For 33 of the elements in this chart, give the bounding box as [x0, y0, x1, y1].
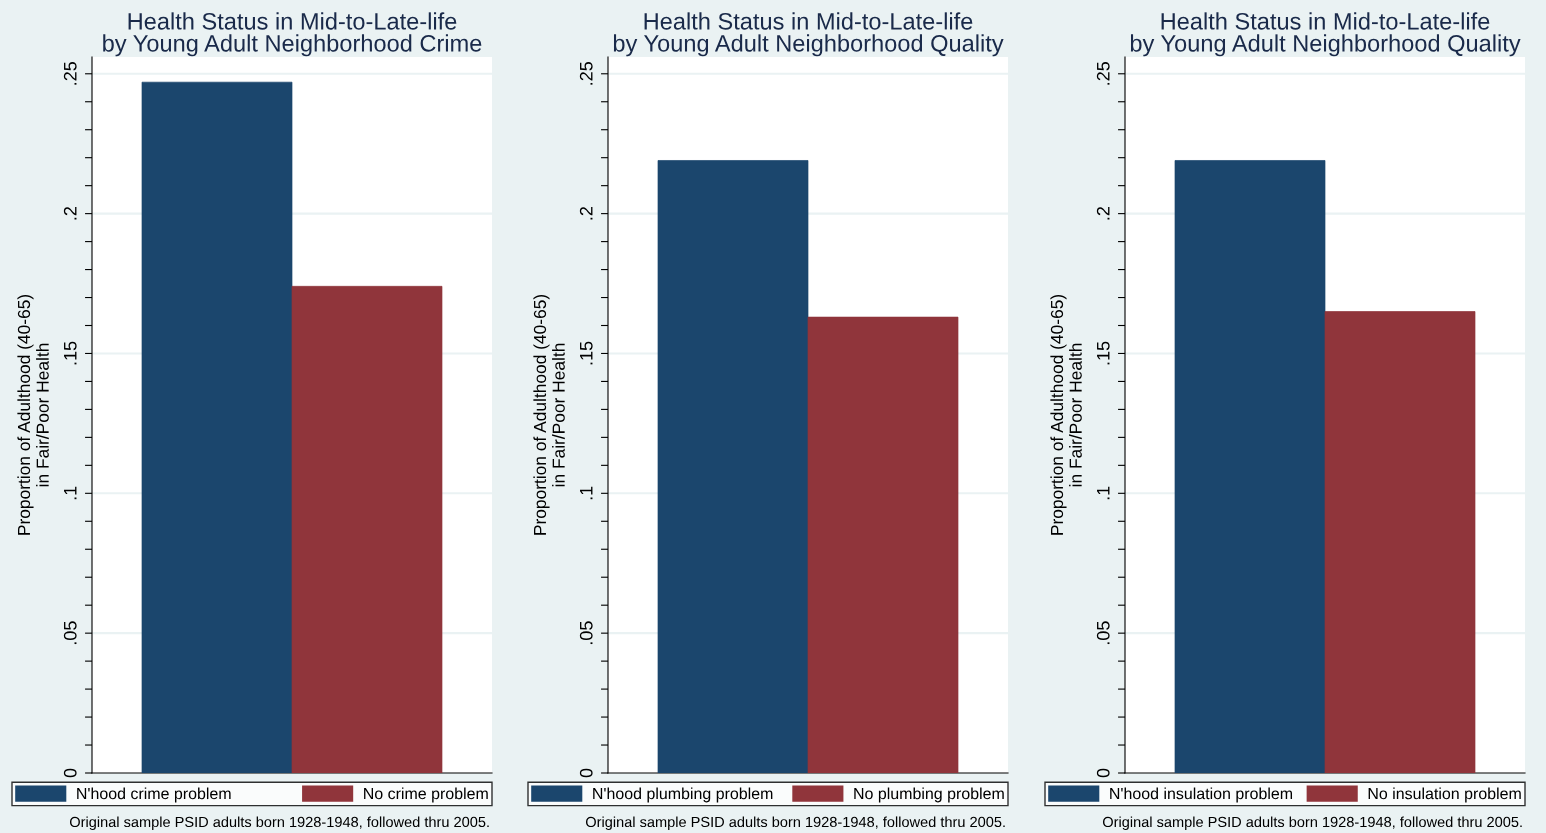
series-label: N'hood insulation problem	[1110, 787, 1293, 803]
legend-label: N'hood crime problem	[77, 787, 231, 803]
y-tick-label: .1	[64, 486, 77, 500]
legend-label: No plumbing problem	[854, 787, 1004, 803]
y-tick-label: .15	[1097, 341, 1110, 365]
y-tick-label: .1	[1097, 486, 1110, 500]
y-tick-label: .05	[579, 621, 593, 645]
legend-label: No crime problem	[364, 787, 488, 803]
text: Original sample PSID adults born 1928-1948, followed thru 2005.	[585, 816, 1005, 830]
y-axis-title: Proportion of Adulthood (40-65) in Fair/Poor Health	[533, 294, 565, 535]
text: Original sample PSID adults born 1928-1948, followed thru 2005.	[1102, 816, 1522, 830]
y-axis-title: Proportion of Adulthood (40-65) in Fair/Poor Health	[17, 294, 49, 535]
y-tick-label: .2	[63, 207, 77, 220]
text: Original sample PSID adults born 1928-1948, followed thru 2005.	[69, 816, 489, 830]
y-tick-label: 0	[63, 768, 77, 778]
y-tick-label: .25	[1096, 61, 1110, 85]
chart-title: Health Status in Mid-to-Late-life by Young Adult Neighborhood Quality	[1130, 12, 1521, 57]
y-axis-title: Proportion of Adulthood (40-65) in Fair/Poor Health	[1050, 294, 1082, 535]
y-tick-label: .05	[1096, 621, 1110, 645]
y-tick-label: .25	[63, 61, 77, 85]
series-label: N'hood plumbing problem	[593, 787, 773, 803]
chart-title: Health Status in Mid-to-Late-life by Young Adult Neighborhood Crime	[103, 12, 482, 57]
y-tick-label: 0	[579, 768, 593, 778]
y-tick-label: .25	[579, 61, 593, 85]
y-tick-label: .2	[1096, 207, 1110, 220]
y-tick-label: .2	[579, 207, 593, 220]
y-tick-label: .15	[64, 341, 77, 365]
y-tick-label: .05	[63, 621, 77, 645]
chart-title: Health Status in Mid-to-Late-life by Young Adult Neighborhood Quality	[613, 12, 1004, 57]
y-tick-label: .15	[580, 341, 593, 365]
legend-label: No insulation problem	[1368, 787, 1521, 803]
y-tick-label: 0	[1096, 768, 1110, 778]
y-tick-label: .1	[580, 486, 593, 500]
